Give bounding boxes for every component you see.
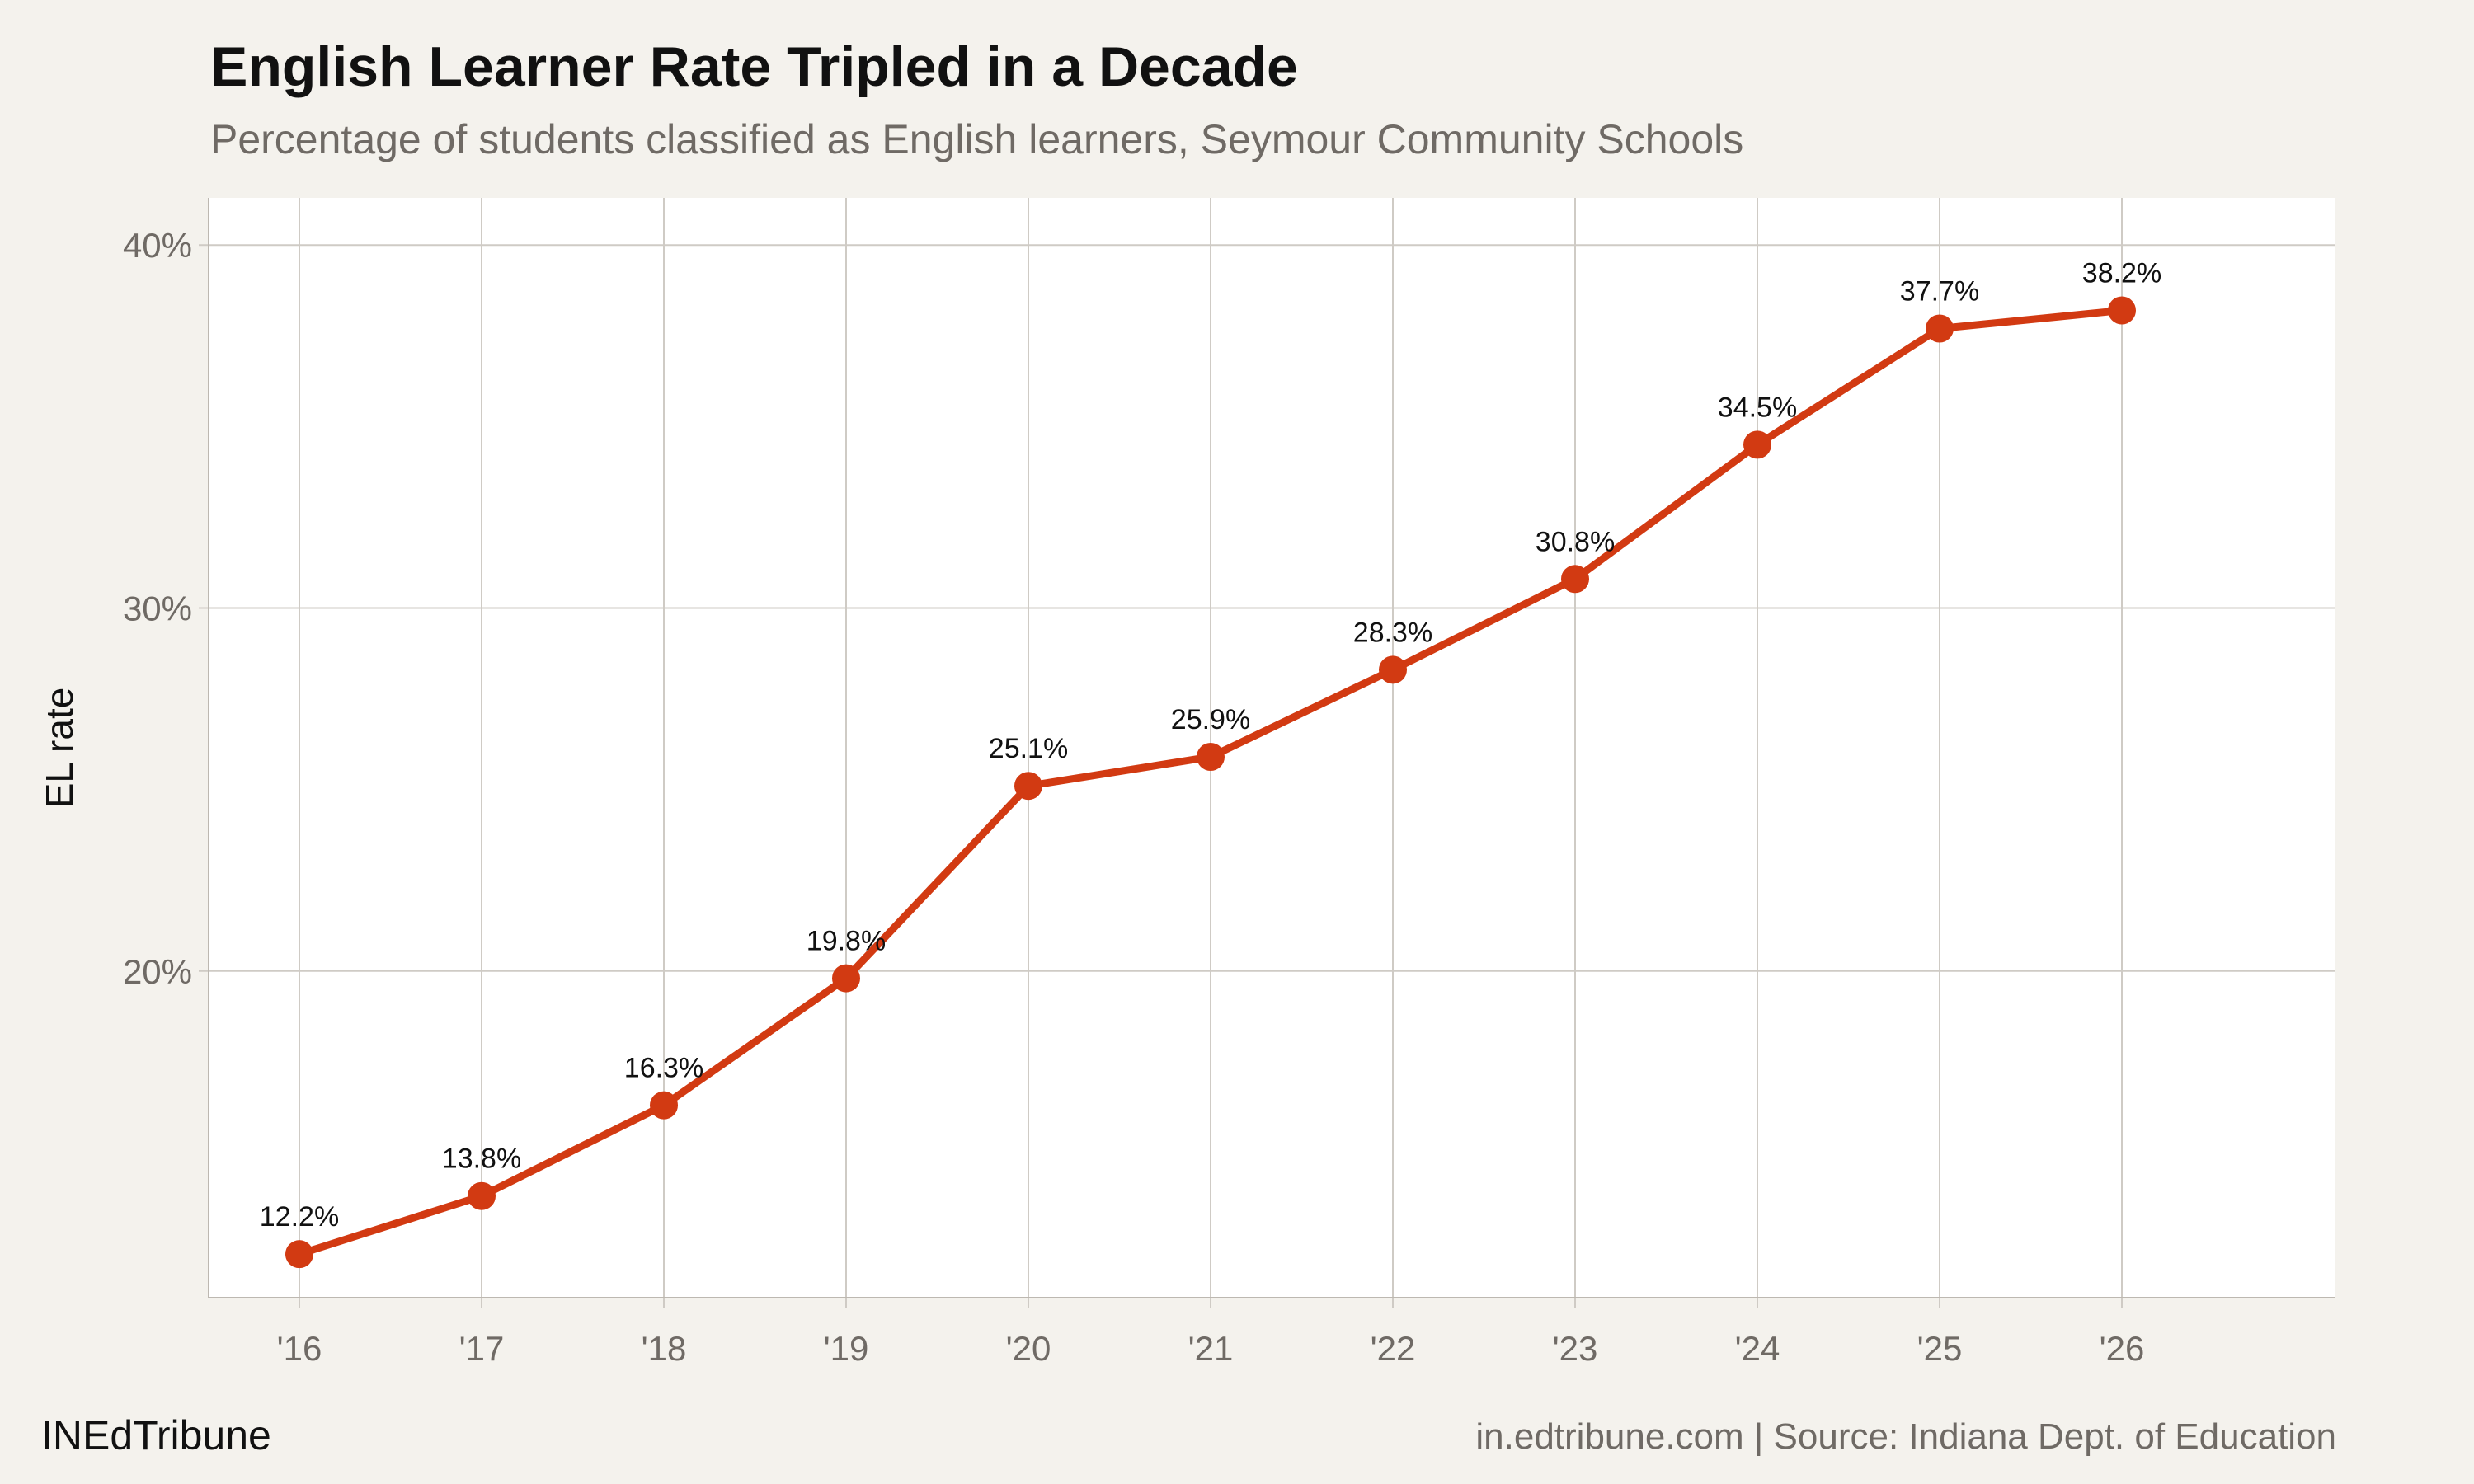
x-tick-label: '18 (642, 1329, 687, 1368)
x-tick-label: '21 (1188, 1329, 1234, 1368)
data-label: 34.5% (1718, 392, 1797, 423)
source-credit: in.edtribune.com | Source: Indiana Dept.… (1475, 1416, 2336, 1457)
data-label: 13.8% (442, 1144, 521, 1175)
axes (208, 198, 2335, 1298)
x-tick-label: '26 (2100, 1329, 2145, 1368)
chart-subtitle: Percentage of students classified as Eng… (210, 116, 1744, 162)
data-point (832, 964, 860, 993)
chart-title: English Learner Rate Tripled in a Decade (210, 35, 1298, 98)
data-label: 19.8% (807, 926, 886, 957)
data-point (1197, 743, 1225, 772)
data-point (2108, 296, 2136, 325)
x-tick-labels: '16 '17 '18 '19 '20 '21 '22 '23 '24 '25 '26 (277, 1329, 2145, 1368)
y-tick-label: 30% (123, 589, 192, 627)
data-label: 37.7% (1900, 275, 1979, 307)
x-tick-label: '23 (1553, 1329, 1598, 1368)
x-gridlines (299, 198, 2123, 1308)
x-tick-label: '20 (1006, 1329, 1051, 1368)
data-label: 25.9% (1171, 704, 1250, 735)
data-point (1014, 772, 1042, 801)
x-tick-label: '17 (459, 1329, 505, 1368)
x-tick-label: '16 (277, 1329, 322, 1368)
x-tick-label: '19 (824, 1329, 869, 1368)
data-point (468, 1181, 496, 1210)
x-tick-label: '22 (1371, 1329, 1416, 1368)
y-tick-label: 40% (123, 226, 192, 265)
data-point (1743, 430, 1771, 459)
data-label: 28.3% (1353, 617, 1432, 648)
series-el-rate: 12.2% 13.8% 16.3% 19.8% 25.1% 25.9% 28.3% 30.8%… (260, 257, 2161, 1269)
y-tick-labels: 20% 30% 40% (123, 226, 192, 991)
data-label: 16.3% (624, 1053, 703, 1084)
data-point (1561, 565, 1589, 594)
y-gridlines (199, 244, 2335, 972)
x-tick-label: '25 (1917, 1329, 1963, 1368)
data-point (285, 1240, 313, 1269)
brand-name: INEdTribune (41, 1412, 271, 1458)
plot-area (209, 198, 2335, 1298)
y-tick-label: 20% (123, 952, 192, 991)
data-point (1926, 314, 1954, 343)
data-label: 30.8% (1536, 526, 1615, 557)
x-tick-label: '24 (1735, 1329, 1780, 1368)
data-label: 38.2% (2082, 257, 2161, 289)
data-label: 12.2% (260, 1201, 339, 1233)
y-axis-label: EL rate (38, 688, 81, 809)
data-label: 25.1% (989, 733, 1068, 764)
data-point (1379, 655, 1407, 684)
data-point (650, 1091, 678, 1120)
